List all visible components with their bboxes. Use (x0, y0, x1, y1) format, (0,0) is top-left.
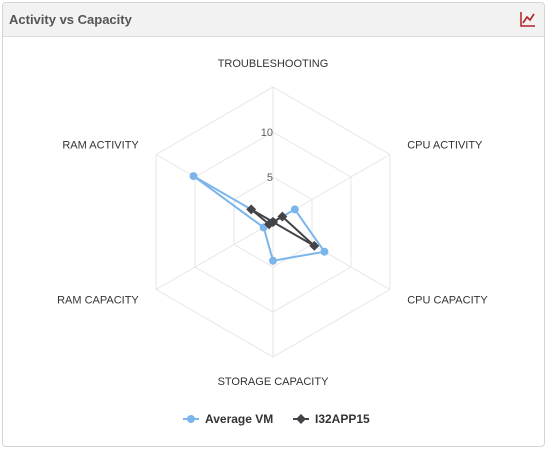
category-label: TROUBLESHOOTING (218, 58, 329, 70)
series-point (246, 204, 257, 215)
category-label: RAM CAPACITY (57, 295, 139, 307)
category-label: CPU CAPACITY (407, 295, 488, 307)
grid-spoke (155, 221, 274, 290)
chart-area: 5 10 TROUBLESHOOTING CPU ACTIVITY CPU CAPACI… (3, 37, 544, 446)
series-point (320, 247, 329, 256)
series-line (192, 175, 327, 262)
activity-vs-capacity-panel: Activity vs Capacity 5 10 TROUBLESHOOTING C… (2, 2, 545, 447)
radar-chart: 5 10 TROUBLESHOOTING CPU ACTIVITY CPU CAPACI… (57, 58, 488, 426)
legend-label: Average VM (205, 412, 273, 426)
category-label: STORAGE CAPACITY (218, 376, 330, 388)
panel-header: Activity vs Capacity (3, 3, 544, 37)
series-point (264, 219, 275, 230)
y-tick-label: 5 (267, 172, 273, 184)
series-point (290, 205, 299, 214)
series-point (309, 240, 320, 251)
legend-symbol-marker (296, 414, 306, 424)
panel-title: Activity vs Capacity (9, 12, 132, 27)
category-label: CPU ACTIVITY (407, 140, 483, 152)
series-point (269, 256, 277, 265)
y-tick-label: 10 (261, 127, 273, 139)
series-point (277, 211, 288, 222)
series-point (189, 172, 198, 181)
category-label: RAM ACTIVITY (62, 140, 139, 152)
legend-symbol-marker (187, 415, 195, 423)
legend-label: I32APP15 (315, 412, 370, 426)
line-chart-icon[interactable] (520, 11, 536, 27)
